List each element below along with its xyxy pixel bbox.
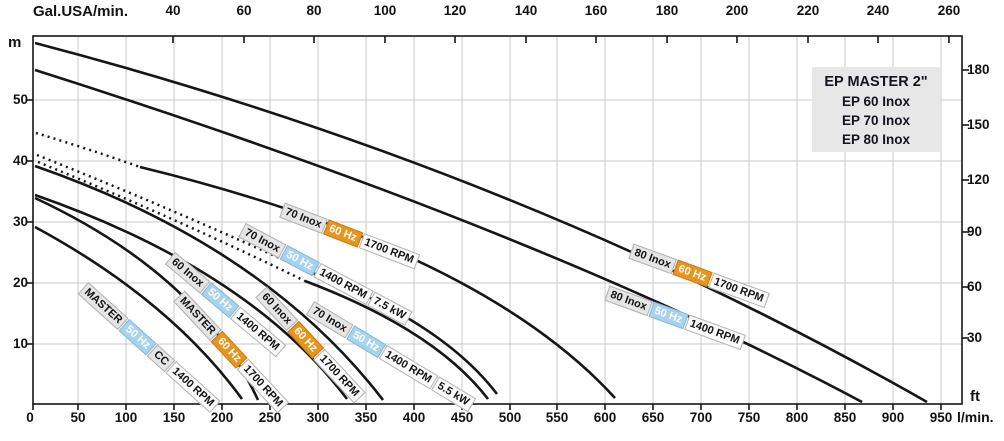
bottom-tick-label: 400 (402, 410, 426, 425)
pump-curve (34, 225, 244, 400)
top-tick-label: 200 (725, 3, 749, 18)
legend-title: EP MASTER 2" (824, 74, 928, 90)
left-axis-unit: m (8, 34, 22, 51)
pump-curve-dotted (37, 160, 306, 283)
plot-border (32, 35, 963, 405)
pump-curve (139, 165, 616, 399)
bottom-axis-unit: l/min. (957, 409, 994, 425)
pump-curve-dotted (35, 131, 141, 169)
right-tick-label: 180 (967, 62, 990, 77)
right-tick-label: 30 (967, 330, 983, 345)
legend-item: EP 70 Inox (841, 113, 911, 128)
left-tick-label: 10 (12, 336, 28, 351)
left-tick-label: 40 (12, 153, 28, 168)
bottom-tick-label: 900 (881, 410, 905, 425)
top-tick-label: 240 (866, 3, 890, 18)
bottom-tick-label: 150 (162, 410, 186, 425)
left-tick-label: 20 (12, 275, 28, 290)
top-tick-label: 80 (306, 3, 322, 18)
top-tick-label: 100 (373, 3, 397, 18)
bottom-tick-label: 200 (210, 410, 234, 425)
bottom-tick-label: 250 (258, 410, 282, 425)
top-tick-label: 220 (796, 3, 820, 18)
top-tick-label: 180 (655, 3, 679, 18)
bottom-tick-label: 600 (593, 410, 617, 425)
bottom-tick-label: 100 (114, 410, 138, 425)
left-tick-label: 30 (12, 214, 28, 229)
top-tick-label: 40 (165, 3, 181, 18)
left-tick-label: 50 (12, 92, 28, 107)
bottom-tick-label: 0 (26, 410, 34, 425)
right-axis-unit: ft (970, 388, 980, 405)
bottom-tick-label: 550 (545, 410, 569, 425)
bottom-tick-label: 950 (929, 410, 953, 425)
bottom-tick-label: 650 (641, 410, 665, 425)
bottom-tick-label: 450 (450, 410, 474, 425)
top-axis-title: Gal.USA/min. (33, 3, 129, 20)
pump-curve (34, 68, 863, 404)
top-tick-label: 120 (443, 3, 467, 18)
top-tick-label: 140 (514, 3, 538, 18)
pump-curve (34, 41, 928, 404)
top-tick-label: 260 (937, 3, 961, 18)
bottom-tick-label: 750 (737, 410, 761, 425)
pump-curve (304, 279, 490, 400)
pump-curve (34, 164, 385, 401)
right-tick-label: 150 (967, 117, 990, 132)
bottom-tick-label: 50 (70, 410, 86, 425)
top-tick-label: 160 (584, 3, 608, 18)
right-tick-label: 60 (967, 279, 983, 294)
legend-item: EP 80 Inox (841, 132, 911, 147)
top-tick-label: 60 (236, 3, 252, 18)
bottom-tick-label: 300 (306, 410, 330, 425)
bottom-tick-label: 800 (785, 410, 809, 425)
right-tick-label: 120 (967, 172, 990, 187)
legend-box: EP MASTER 2" EP 60 Inox EP 70 Inox EP 80… (812, 67, 940, 152)
right-tick-label: 90 (967, 224, 983, 239)
bottom-tick-label: 700 (689, 410, 713, 425)
bottom-tick-label: 850 (833, 410, 857, 425)
legend-item: EP 60 Inox (841, 94, 911, 109)
bottom-tick-label: 350 (354, 410, 378, 425)
bottom-tick-label: 500 (498, 410, 522, 425)
